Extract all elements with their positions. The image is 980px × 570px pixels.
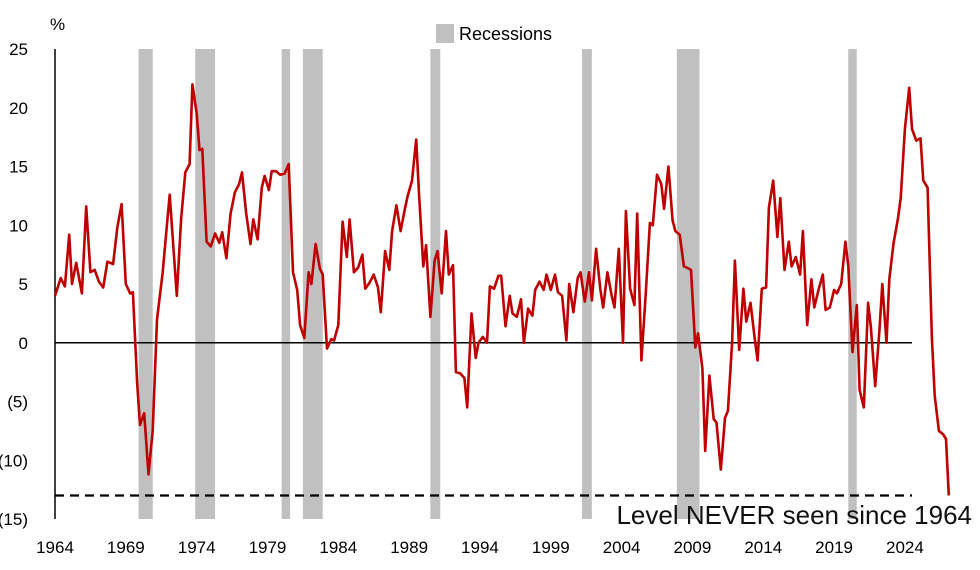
y-tick-labels: 25 20 15 10 5 0 (5) (10) (15) (0, 40, 28, 529)
recession-band (281, 49, 291, 519)
y-axis-unit-label: % (50, 15, 65, 34)
y-tick-label: 25 (9, 40, 28, 59)
series-layer (53, 83, 951, 496)
recession-band (676, 49, 700, 519)
y-tick-label: (15) (0, 510, 28, 529)
x-tick-label: 1974 (178, 538, 216, 557)
x-tick-label: 1964 (36, 538, 74, 557)
x-tick-labels: 1964 1969 1974 1979 1984 1989 1994 1999 2004 2009… (36, 538, 924, 557)
x-tick-label: 1984 (319, 538, 357, 557)
recession-band (138, 49, 153, 519)
y-tick-label: 15 (9, 158, 28, 177)
legend-swatch-recessions (436, 24, 454, 43)
recession-band (195, 49, 216, 519)
x-tick-label: 2004 (603, 538, 641, 557)
x-tick-label: 1979 (249, 538, 287, 557)
legend-label-recessions: Recessions (459, 24, 552, 44)
y-tick-label: 5 (19, 275, 28, 294)
y-tick-label: (10) (0, 451, 28, 470)
x-tick-label: 1989 (390, 538, 428, 557)
x-tick-label: 1969 (107, 538, 145, 557)
x-tick-label: 1994 (461, 538, 499, 557)
series-line (53, 83, 951, 496)
recession-band (302, 49, 323, 519)
legend: Recessions (436, 24, 552, 44)
x-tick-label: 1999 (532, 538, 570, 557)
x-tick-label: 2019 (815, 538, 853, 557)
y-tick-label: (5) (7, 393, 28, 412)
x-tick-label: 2009 (674, 538, 712, 557)
recession-bands (138, 49, 857, 519)
y-tick-label: 0 (19, 334, 28, 353)
recession-band (430, 49, 441, 519)
reference-line-annotation: Level NEVER seen since 1964 (616, 500, 972, 530)
recession-band (848, 49, 857, 519)
y-tick-label: 10 (9, 216, 28, 235)
x-tick-label: 2014 (744, 538, 782, 557)
x-tick-label: 2024 (886, 538, 924, 557)
y-tick-label: 20 (9, 99, 28, 118)
